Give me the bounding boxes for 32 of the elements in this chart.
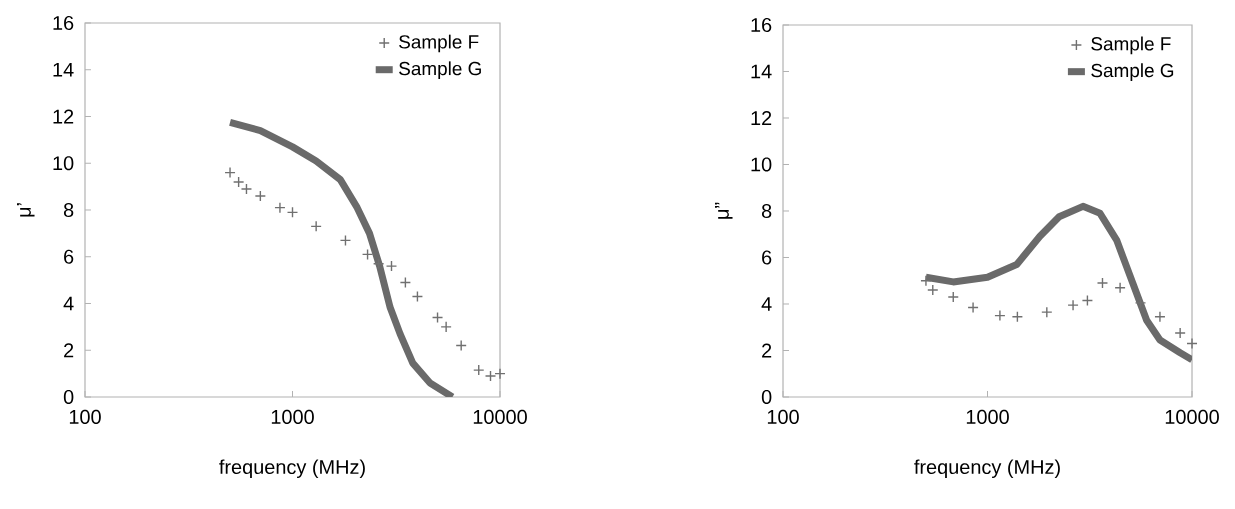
y-tick-label: 4 [63, 296, 74, 311]
x-axis-title: frequency (MHz) [219, 459, 365, 479]
x-tick-label: 10000 [473, 409, 527, 424]
y-tick-label: 8 [761, 203, 772, 219]
y-tick-label: 6 [64, 249, 74, 264]
y-tick-label: 6 [762, 250, 772, 265]
y-tick-label: 10 [751, 157, 772, 172]
y-tick-label: 2 [64, 343, 74, 358]
y-tick-label: 10 [53, 156, 74, 171]
y-axis-title: μ” [715, 202, 733, 219]
y-tick-label: 16 [751, 17, 772, 33]
x-tick-label: 100 [767, 409, 799, 424]
x-tick-label: 1000 [966, 409, 1009, 424]
y-tick-label: 8 [63, 202, 74, 218]
legend-label: Sample G [1091, 63, 1174, 81]
y-tick-label: 16 [53, 15, 74, 31]
y-tick-label: 2 [762, 343, 772, 358]
y-tick-label: 12 [53, 109, 74, 124]
y-axis-title: μ’ [16, 203, 35, 217]
y-tick-label: 14 [751, 64, 772, 79]
x-tick-label: 10000 [1165, 409, 1219, 424]
x-tick-label: 1000 [271, 409, 314, 424]
y-tick-label: 14 [53, 62, 74, 77]
legend-label: Sample G [399, 61, 481, 79]
y-tick-label: 12 [751, 111, 772, 125]
x-axis-title: frequency (MHz) [914, 459, 1060, 479]
y-tick-label: 4 [761, 297, 772, 311]
x-tick-label: 100 [69, 409, 101, 424]
y-tick-label: 0 [63, 389, 74, 405]
legend-label: Sample F [399, 34, 479, 53]
y-tick-label: 0 [761, 389, 772, 405]
legend-label: Sample F [1091, 36, 1171, 55]
